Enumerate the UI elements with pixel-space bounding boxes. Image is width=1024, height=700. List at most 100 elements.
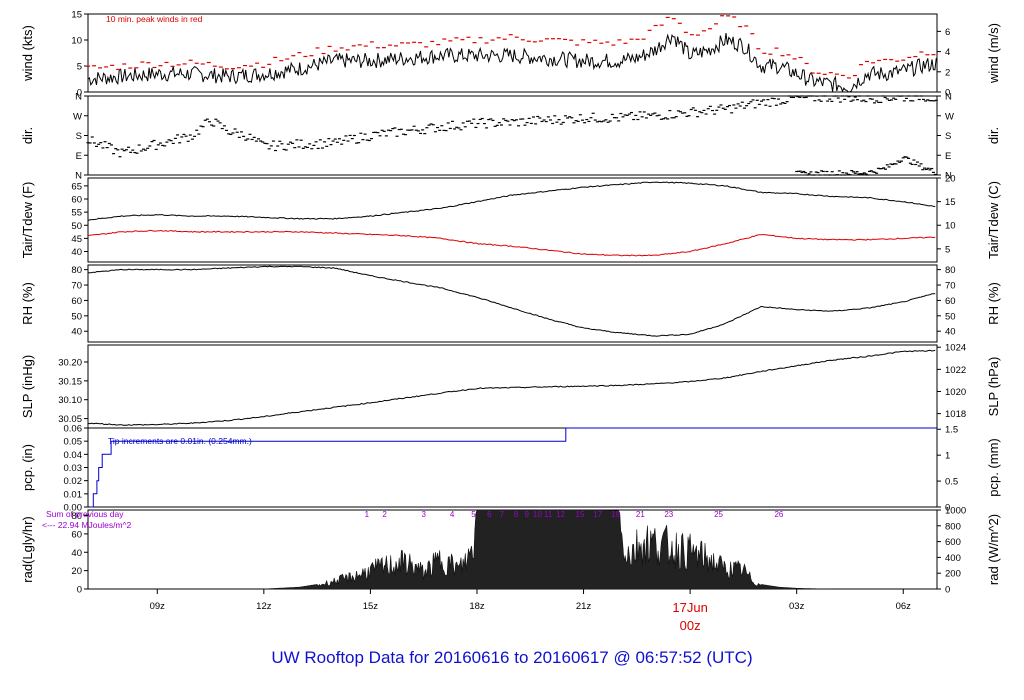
slp-line bbox=[87, 349, 936, 426]
midnight-date-label: 17Jun bbox=[672, 600, 707, 615]
dir-left-tick-label: E bbox=[76, 151, 82, 162]
wind-right-axis-label: wind (m/s) bbox=[986, 23, 1001, 84]
wind-right-tick-label: 2 bbox=[945, 67, 950, 78]
slp-right-tick-label: 1020 bbox=[945, 387, 966, 398]
solar-hour-mark: 3 bbox=[421, 510, 426, 519]
slp-left-tick-label: 30.10 bbox=[58, 395, 82, 406]
dir-right-tick-label: E bbox=[945, 151, 951, 162]
dir-left-axis-label: dir. bbox=[20, 127, 35, 144]
wind-left-tick-label: 10 bbox=[71, 36, 82, 47]
precip-line bbox=[89, 427, 937, 508]
dir-right-axis-label: dir. bbox=[986, 127, 1001, 144]
pcp-right-tick-label: 1 bbox=[945, 451, 950, 462]
solar-hour-mark: 17 bbox=[593, 510, 602, 519]
slp-right-axis-label: SLP (hPa) bbox=[986, 357, 1001, 417]
solar-hour-mark: 19 bbox=[611, 510, 620, 519]
temp-left-tick-label: 45 bbox=[71, 234, 82, 245]
solar-hour-mark: 4 bbox=[450, 510, 455, 519]
solar-hour-mark: 9 bbox=[524, 510, 529, 519]
dir-left-tick-label: N bbox=[75, 92, 82, 103]
rh-right-tick-label: 40 bbox=[945, 327, 956, 338]
pcp-left-tick-label: 0.05 bbox=[64, 437, 83, 448]
pcp-right-tick-label: 0.5 bbox=[945, 477, 958, 488]
dir-left-tick-label: W bbox=[73, 111, 82, 122]
x-tick-label: 21z bbox=[576, 601, 592, 612]
dir-right-tick-label: W bbox=[945, 111, 954, 122]
rh-right-tick-label: 50 bbox=[945, 311, 956, 322]
slp-left-tick-label: 30.20 bbox=[58, 357, 82, 368]
rad-left-tick-label: 80 bbox=[71, 511, 82, 522]
rad-left-tick-label: 20 bbox=[71, 566, 82, 577]
wind-annotation: 10 min. peak winds in red bbox=[106, 14, 203, 24]
rh-left-tick-label: 60 bbox=[71, 296, 82, 307]
pcp-left-axis-label: pcp. (in) bbox=[20, 444, 35, 491]
wind-left-axis-label: wind (kts) bbox=[20, 25, 35, 82]
slp-left-axis-label: SLP (inHg) bbox=[20, 355, 35, 418]
rh-line bbox=[87, 265, 936, 337]
rh-right-axis-label: RH (%) bbox=[986, 282, 1001, 325]
solar-hour-mark: 2 bbox=[382, 510, 387, 519]
x-tick-label: 06z bbox=[896, 601, 912, 612]
wind-panel-frame bbox=[87, 13, 938, 93]
wind-left-tick-label: 0 bbox=[77, 88, 82, 99]
radiation-area bbox=[263, 509, 833, 590]
pcp-right-tick-label: 0 bbox=[945, 503, 950, 514]
x-tick-label: 15z bbox=[363, 601, 379, 612]
temp-left-tick-label: 60 bbox=[71, 195, 82, 206]
solar-hour-mark: 15 bbox=[576, 510, 585, 519]
rad-left-axis-label: rad(Lgly/hr) bbox=[20, 516, 35, 582]
dew-point-line bbox=[87, 229, 936, 257]
rad-right-axis-label: rad (W/m^2) bbox=[986, 514, 1001, 585]
solar-hour-mark: 10 bbox=[533, 510, 542, 519]
rh-left-tick-label: 40 bbox=[71, 327, 82, 338]
rad-right-tick-label: 1000 bbox=[945, 506, 966, 517]
rh-right-tick-label: 70 bbox=[945, 281, 956, 292]
solar-hour-mark: 23 bbox=[664, 510, 673, 519]
wind-left-tick-label: 15 bbox=[71, 10, 82, 21]
wind-right-tick-label: 4 bbox=[945, 47, 950, 58]
solar-hour-mark: 25 bbox=[714, 510, 723, 519]
air-temp-line bbox=[87, 181, 936, 221]
rad-right-tick-label: 0 bbox=[945, 585, 950, 596]
temp-left-axis-label: Tair/Tdew (F) bbox=[20, 182, 35, 259]
pcp-left-tick-label: 0.02 bbox=[64, 476, 83, 487]
radiation-annotation-line: <--- 22.94 MJoules/m^2 bbox=[42, 520, 132, 530]
temp-left-tick-label: 55 bbox=[71, 208, 82, 219]
solar-hour-mark: 8 bbox=[514, 510, 519, 519]
temp-panel-frame bbox=[87, 177, 938, 263]
temp-left-tick-label: 50 bbox=[71, 221, 82, 232]
solar-hour-mark: 6 bbox=[487, 510, 492, 519]
slp-left-tick-label: 30.15 bbox=[58, 376, 82, 387]
x-tick-label: 03z bbox=[789, 601, 805, 612]
rh-left-tick-label: 70 bbox=[71, 281, 82, 292]
rh-left-tick-label: 80 bbox=[71, 265, 82, 276]
slp-panel-frame bbox=[87, 344, 938, 429]
slp-right-tick-label: 1024 bbox=[945, 343, 966, 354]
temp-right-tick-label: 5 bbox=[945, 244, 950, 255]
slp-left-tick-label: 30.05 bbox=[58, 414, 82, 425]
dir-right-tick-label: S bbox=[945, 131, 951, 142]
temp-right-tick-label: 20 bbox=[945, 174, 956, 185]
rad-right-tick-label: 600 bbox=[945, 537, 961, 548]
solar-hour-mark: 1 bbox=[365, 510, 370, 519]
wind-right-tick-label: 0 bbox=[945, 88, 950, 99]
pcp-left-tick-label: 0.03 bbox=[64, 463, 83, 474]
wind-right-tick-label: 6 bbox=[945, 27, 950, 38]
precip-annotation: Tip increments are 0.01in. (0.254mm.) bbox=[108, 436, 252, 446]
x-tick-label: 09z bbox=[150, 601, 166, 612]
rh-left-tick-label: 50 bbox=[71, 311, 82, 322]
slp-right-tick-label: 1022 bbox=[945, 365, 966, 376]
rh-left-axis-label: RH (%) bbox=[20, 282, 35, 325]
wind-left-tick-label: 5 bbox=[77, 62, 82, 73]
pcp-left-tick-label: 0.04 bbox=[64, 450, 83, 461]
solar-hour-mark: 26 bbox=[774, 510, 783, 519]
solar-hour-mark: 21 bbox=[636, 510, 645, 519]
pcp-right-axis-label: pcp. (mm) bbox=[986, 438, 1001, 497]
rh-right-tick-label: 60 bbox=[945, 296, 956, 307]
rad-right-tick-label: 800 bbox=[945, 521, 961, 532]
x-tick-label: 18z bbox=[469, 601, 485, 612]
pcp-left-tick-label: 0.06 bbox=[64, 424, 83, 435]
temp-right-tick-label: 10 bbox=[945, 221, 956, 232]
solar-hour-mark: 5 bbox=[471, 510, 476, 519]
